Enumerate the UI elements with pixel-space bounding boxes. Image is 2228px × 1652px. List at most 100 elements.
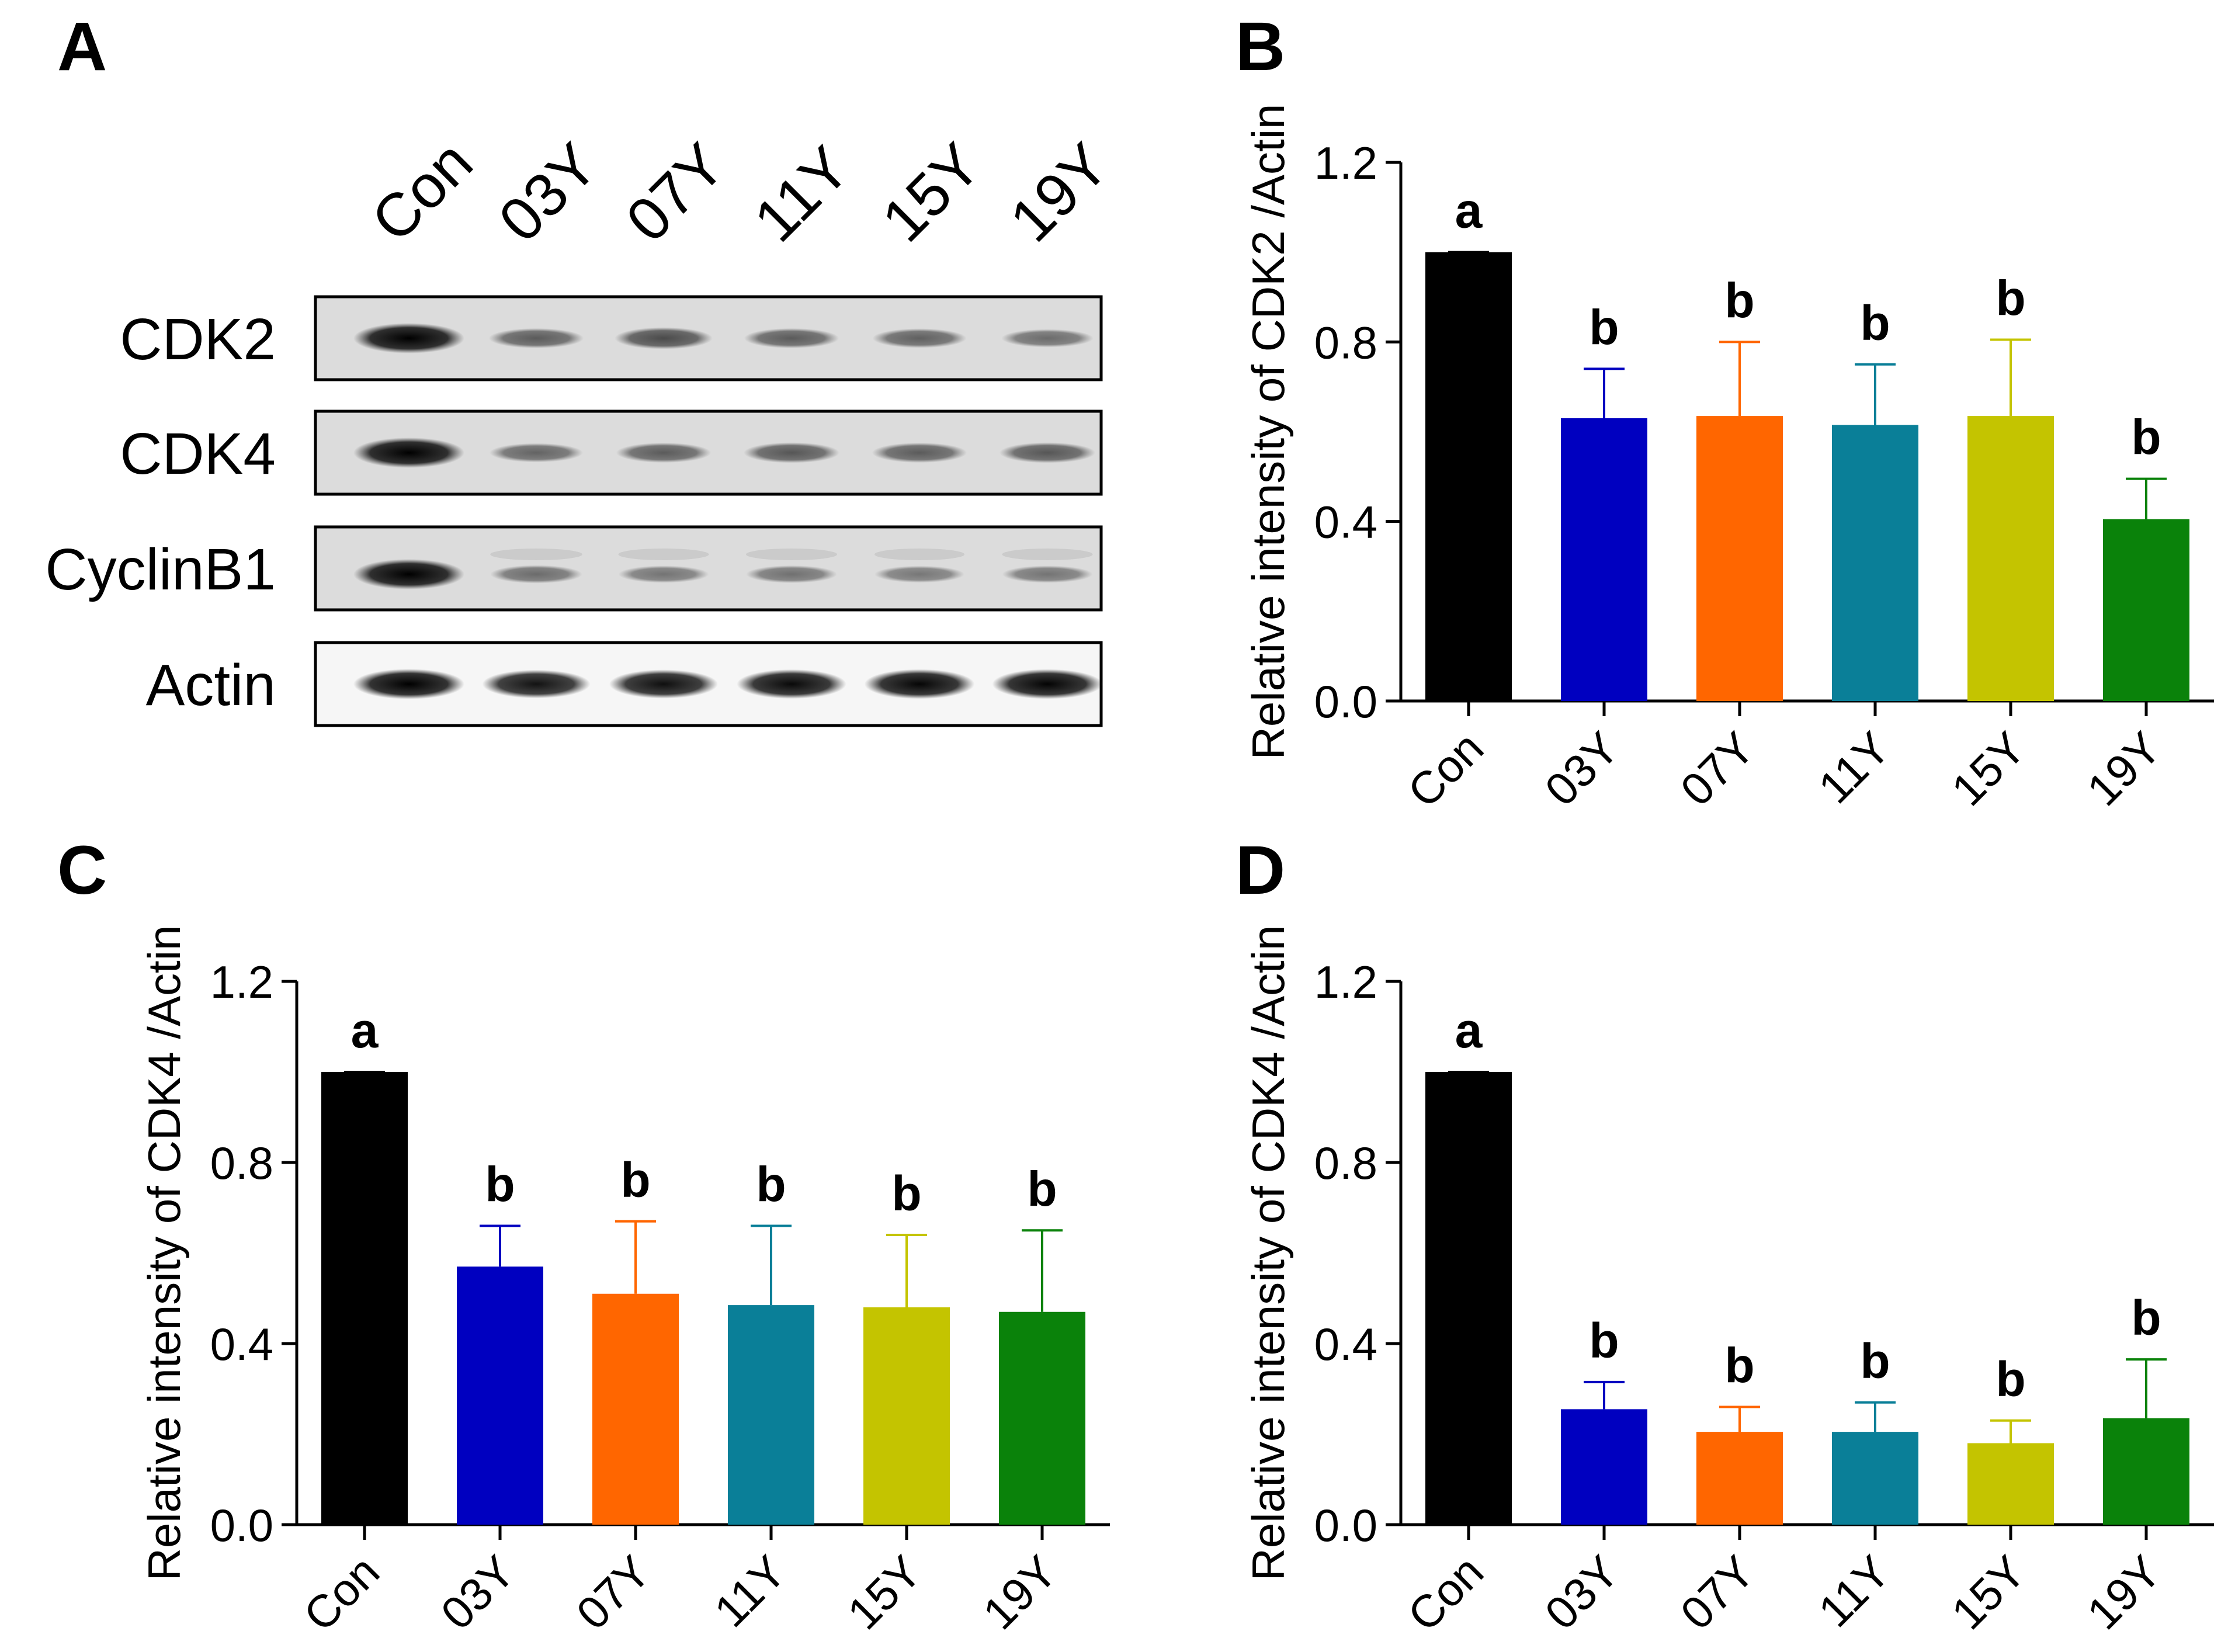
blot-band — [1001, 329, 1094, 348]
panel-label-d: D — [1236, 832, 1285, 909]
blot-lane-label: 19Y — [997, 130, 1122, 255]
bar — [592, 1293, 679, 1525]
significance-label: b — [620, 1153, 650, 1207]
x-tick-label: 11Y — [1809, 722, 1900, 813]
y-tick-label: 0.8 — [210, 1137, 273, 1189]
chart-cdk2: 0.0 0.4 0.8 1.2 Relative intensity of CDK2 /… — [1243, 104, 2214, 817]
blot-band — [744, 442, 839, 463]
chart-cdk4-second: 0.0 0.4 0.8 1.2 Relative intensity of CDK4 /… — [1243, 925, 2214, 1641]
blot-band-faint — [618, 549, 709, 560]
blot-band — [353, 323, 464, 353]
blot-band — [864, 669, 975, 699]
blot-lane-label: 11Y — [741, 134, 862, 255]
blot-row-label: CDK2 — [120, 307, 276, 372]
x-tick-label: 15Y — [1942, 722, 2035, 815]
y-axis-title: Relative intensity of CDK4 /Actin — [1243, 925, 1294, 1581]
significance-label: b — [485, 1157, 515, 1212]
y-tick-label: 0.0 — [1314, 676, 1377, 727]
x-tick-label: 15Y — [838, 1546, 931, 1639]
significance-label: b — [1724, 1338, 1754, 1393]
y-tick-label: 0.4 — [1314, 1318, 1377, 1370]
blot-band — [353, 438, 464, 468]
y-tick-label: 0.0 — [210, 1500, 273, 1551]
panel-label-c: C — [57, 832, 107, 909]
blot-band-faint — [874, 549, 964, 560]
blot-band — [482, 669, 591, 699]
significance-label: b — [891, 1166, 921, 1221]
blot-band — [737, 669, 846, 699]
significance-label: b — [1724, 273, 1754, 328]
x-tick-label: 03Y — [1535, 1546, 1629, 1639]
y-tick-label: 0.0 — [1314, 1500, 1377, 1551]
x-tick-label: 07Y — [567, 1546, 660, 1639]
significance-label: b — [2131, 410, 2161, 465]
blot-band — [746, 565, 837, 584]
y-tick-label: 0.8 — [1314, 1137, 1377, 1189]
bar — [999, 1311, 1085, 1525]
blot-lane-label: 07Y — [613, 130, 738, 255]
blot-lane-label: Con — [359, 128, 485, 255]
blot-band — [1000, 442, 1095, 463]
bar — [1425, 252, 1512, 702]
blot-row-label: CDK4 — [120, 421, 276, 487]
x-tick-label: 07Y — [1671, 1546, 1764, 1639]
blot-band — [353, 669, 464, 699]
significance-label: b — [1860, 296, 1890, 350]
bar — [1425, 1072, 1512, 1525]
blot-row-label: CyclinB1 — [45, 537, 276, 602]
x-tick-label: Con — [294, 1546, 389, 1641]
bar — [2103, 1418, 2189, 1525]
significance-label: b — [2131, 1290, 2161, 1345]
bar — [863, 1307, 950, 1525]
bar — [1561, 1409, 1647, 1525]
blot-band-faint — [1002, 549, 1093, 560]
bar — [1696, 416, 1783, 701]
x-tick-label: Con — [1398, 722, 1493, 817]
significance-label: a — [1455, 1003, 1483, 1058]
x-tick-label: 19Y — [973, 1546, 1067, 1639]
x-tick-label: 19Y — [2077, 722, 2171, 815]
y-tick-label: 1.2 — [1314, 956, 1377, 1008]
x-tick-label: 15Y — [1942, 1546, 2035, 1639]
y-tick-label: 0.4 — [1314, 497, 1377, 548]
blot-band — [615, 327, 713, 349]
blot-band — [992, 669, 1103, 699]
panel-label-a: A — [57, 8, 107, 85]
western-blot: Con 03Y 07Y 11Y 15Y 19Y CDK2 CDK4 CyclinB1 Actin — [45, 128, 1122, 727]
blot-band — [1002, 565, 1093, 583]
bar — [1832, 425, 1918, 701]
significance-label: a — [1455, 183, 1483, 238]
blot-band — [744, 328, 839, 349]
significance-label: b — [1996, 1352, 2025, 1407]
y-tick-label: 1.2 — [1314, 137, 1377, 189]
x-tick-label: 07Y — [1671, 722, 1764, 815]
significance-label: a — [351, 1003, 379, 1058]
panel-label-b: B — [1236, 8, 1285, 85]
significance-label: b — [1027, 1161, 1057, 1216]
blot-band — [618, 565, 709, 583]
blot-band — [609, 669, 718, 699]
bar — [457, 1266, 543, 1525]
blot-band — [353, 559, 464, 589]
x-tick-label: 03Y — [431, 1546, 525, 1639]
y-axis-title: Relative intensity of CDK2 /Actin — [1243, 104, 1294, 760]
bar — [728, 1305, 814, 1525]
bar — [321, 1072, 408, 1525]
y-tick-label: 0.8 — [1314, 317, 1377, 368]
x-tick-label: 03Y — [1535, 722, 1629, 815]
blot-band — [874, 565, 964, 583]
y-tick-label: 0.4 — [210, 1318, 273, 1370]
blot-band — [490, 565, 582, 584]
blot-band — [616, 442, 712, 463]
significance-label: b — [1860, 1334, 1890, 1389]
significance-label: b — [1996, 270, 2025, 325]
bar — [1696, 1432, 1783, 1525]
blot-band — [872, 328, 967, 348]
significance-label: b — [756, 1157, 786, 1212]
x-tick-label: 11Y — [1809, 1546, 1900, 1637]
significance-label: b — [1589, 300, 1619, 355]
significance-label: b — [1589, 1313, 1619, 1368]
y-tick-label: 1.2 — [210, 956, 273, 1008]
blot-band-faint — [490, 549, 582, 560]
